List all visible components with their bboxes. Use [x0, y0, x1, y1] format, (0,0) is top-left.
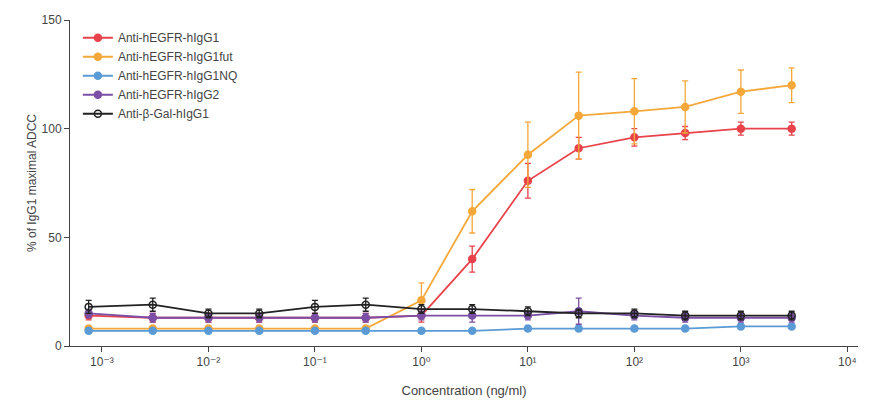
svg-text:Anti-hEGFR-hIgG1NQ: Anti-hEGFR-hIgG1NQ — [118, 69, 237, 83]
svg-text:10¹: 10¹ — [519, 355, 536, 369]
svg-text:Anti-hEGFR-hIgG1fut: Anti-hEGFR-hIgG1fut — [118, 50, 233, 64]
svg-text:10⁻¹: 10⁻¹ — [303, 355, 327, 369]
svg-text:Anti-hEGFR-hIgG2: Anti-hEGFR-hIgG2 — [118, 88, 220, 102]
svg-text:Anti-β-Gal-hIgG1: Anti-β-Gal-hIgG1 — [118, 107, 209, 121]
svg-text:10⁻³: 10⁻³ — [90, 355, 114, 369]
svg-text:100: 100 — [42, 122, 62, 136]
svg-text:Concentration (ng/ml): Concentration (ng/ml) — [402, 383, 527, 398]
svg-text:50: 50 — [48, 231, 62, 245]
svg-text:10⁴: 10⁴ — [838, 355, 857, 369]
svg-text:150: 150 — [42, 13, 62, 27]
svg-text:% of IgG1 maximal ADCC: % of IgG1 maximal ADCC — [25, 114, 39, 252]
svg-text:10³: 10³ — [732, 355, 749, 369]
svg-text:10⁰: 10⁰ — [412, 355, 430, 369]
svg-text:10⁻²: 10⁻² — [197, 355, 221, 369]
svg-text:0: 0 — [55, 339, 62, 353]
svg-text:Anti-hEGFR-hIgG1: Anti-hEGFR-hIgG1 — [118, 31, 220, 45]
svg-text:10²: 10² — [626, 355, 643, 369]
